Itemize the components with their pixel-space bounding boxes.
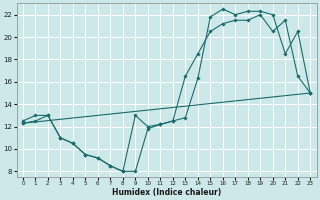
X-axis label: Humidex (Indice chaleur): Humidex (Indice chaleur): [112, 188, 221, 197]
